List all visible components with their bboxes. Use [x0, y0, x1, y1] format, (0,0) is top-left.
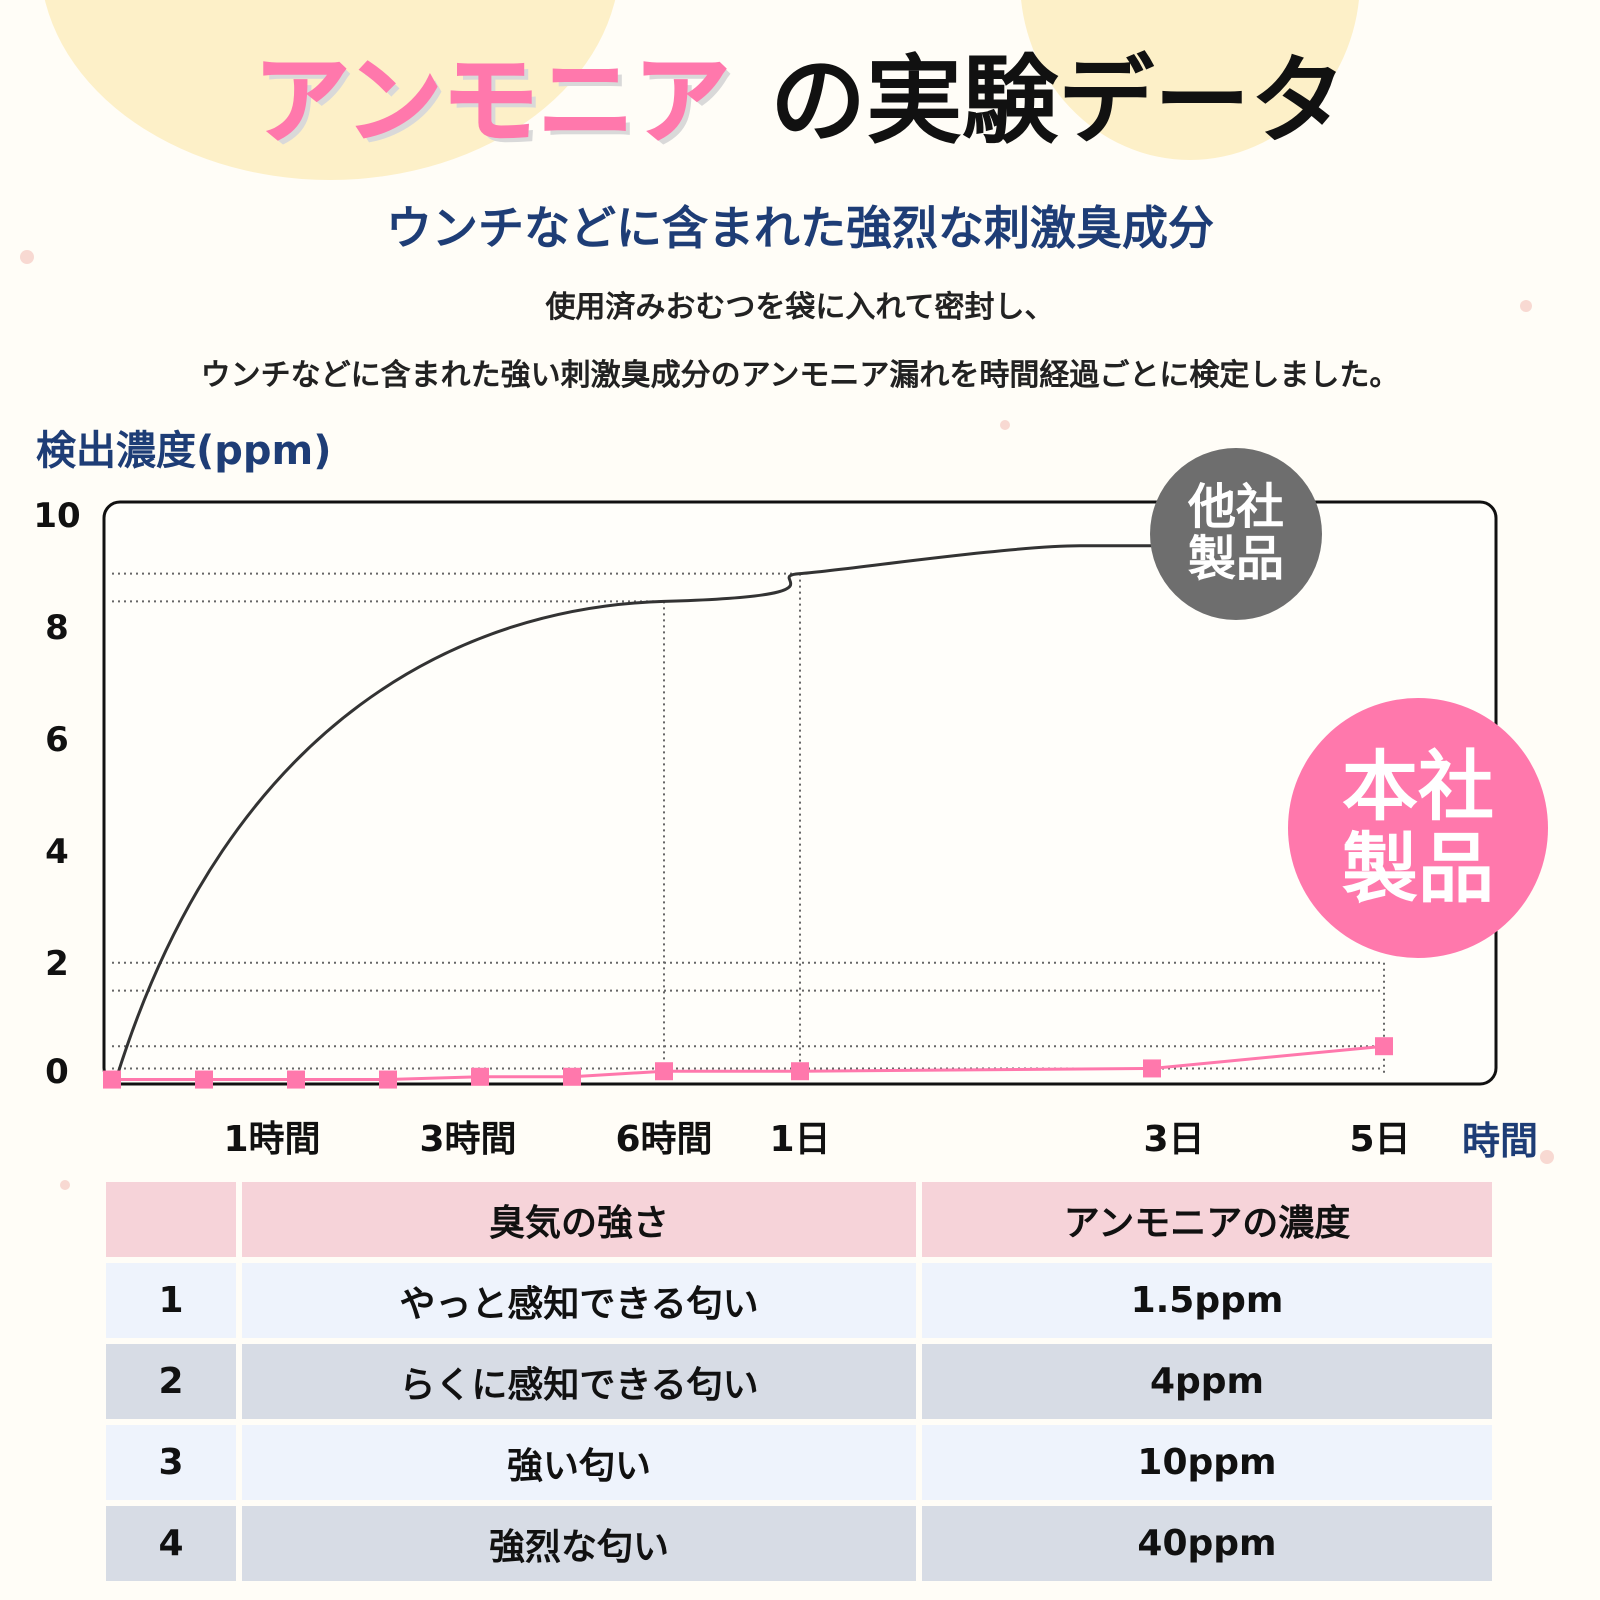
table-cell: 1.5ppm	[922, 1263, 1492, 1344]
badge-ours-line-1: 本社	[1342, 741, 1494, 831]
table-cell: らくに感知できる匂い	[242, 1344, 922, 1425]
badge-ours-line-2: 製品	[1342, 824, 1494, 913]
table-cell: 10ppm	[922, 1425, 1492, 1506]
table-cell: 2	[106, 1344, 242, 1425]
table-cell: 4	[106, 1506, 242, 1587]
table-row: 1 やっと感知できる匂い 1.5ppm	[106, 1263, 1492, 1344]
background-dot	[60, 1180, 70, 1190]
y-axis-label: 検出濃度(ppm)	[36, 428, 332, 474]
page-subtitle: ウンチなどに含まれた強烈な刺激臭成分	[386, 201, 1214, 255]
series-ours-marker	[471, 1067, 489, 1086]
background-dot	[1520, 300, 1532, 312]
table-header-row: 臭気の強さ アンモニアの濃度	[106, 1182, 1492, 1263]
background-dot	[20, 250, 34, 264]
description-line-1: 使用済みおむつを袋に入れて密封し、	[545, 290, 1055, 325]
badge-other-line-1: 他社	[1187, 479, 1284, 536]
series-ours-marker	[563, 1067, 581, 1086]
y-tick-label: 0	[45, 1052, 69, 1092]
y-tick-label: 2	[45, 944, 69, 984]
series-ours-marker	[791, 1062, 809, 1081]
ammonia-chart	[102, 500, 1498, 1089]
table-row: 3 強い匂い 10ppm	[106, 1425, 1492, 1506]
series-ours-marker	[379, 1070, 397, 1089]
x-tick-label: 5日	[1349, 1119, 1411, 1160]
y-tick-label: 8	[45, 608, 69, 648]
table-row: 4 強烈な匂い 40ppm	[106, 1506, 1492, 1587]
series-ours-marker	[287, 1070, 305, 1089]
title-rest: の実験データ	[770, 45, 1347, 157]
table-row: 2 らくに感知できる匂い 4ppm	[106, 1344, 1492, 1425]
title-highlight: アンモニア	[253, 44, 731, 158]
table-cell: 3	[106, 1425, 242, 1506]
table-header: アンモニアの濃度	[922, 1182, 1492, 1263]
background-dot	[1540, 1150, 1554, 1164]
series-ours-marker	[103, 1070, 121, 1089]
table-cell: 4ppm	[922, 1344, 1492, 1425]
odor-scale-table: 臭気の強さ アンモニアの濃度 1 やっと感知できる匂い 1.5ppm 2 らくに…	[106, 1182, 1492, 1587]
series-ours-marker	[655, 1062, 673, 1081]
series-ours-line	[112, 1044, 1385, 1082]
table-cell: 強い匂い	[242, 1425, 922, 1506]
x-tick-label: 1日	[769, 1119, 831, 1160]
badge-other-line-2: 製品	[1187, 531, 1284, 587]
x-tick-label: 6時間	[615, 1119, 713, 1160]
series-other-line	[114, 544, 1180, 1081]
series-ours-marker	[1143, 1059, 1161, 1078]
table-header: 臭気の強さ	[242, 1182, 922, 1263]
x-tick-label: 3時間	[419, 1119, 517, 1160]
y-tick-label: 4	[45, 832, 69, 872]
series-ours-marker	[195, 1070, 213, 1089]
table-cell: 1	[106, 1263, 242, 1344]
page-title: アンモニア の実験データ	[0, 36, 1600, 166]
table-cell: 40ppm	[922, 1506, 1492, 1587]
badge-our-product: 本社 製品	[1288, 698, 1548, 958]
x-tick-label: 1時間	[223, 1119, 321, 1160]
background-dot	[1000, 420, 1010, 430]
series-ours-marker	[1375, 1037, 1393, 1056]
description-line-2: ウンチなどに含まれた強い刺激臭成分のアンモニア漏れを時間経過ごとに検定しました。	[200, 358, 1400, 393]
y-tick-label: 6	[45, 720, 69, 760]
x-tick-label: 3日	[1143, 1119, 1205, 1160]
table-header	[106, 1182, 242, 1263]
y-tick-label: 10	[33, 496, 81, 536]
badge-other-product: 他社 製品	[1150, 448, 1322, 620]
table-cell: 強烈な匂い	[242, 1506, 922, 1587]
x-axis-label: 時間	[1462, 1119, 1539, 1163]
table-cell: やっと感知できる匂い	[242, 1263, 922, 1344]
